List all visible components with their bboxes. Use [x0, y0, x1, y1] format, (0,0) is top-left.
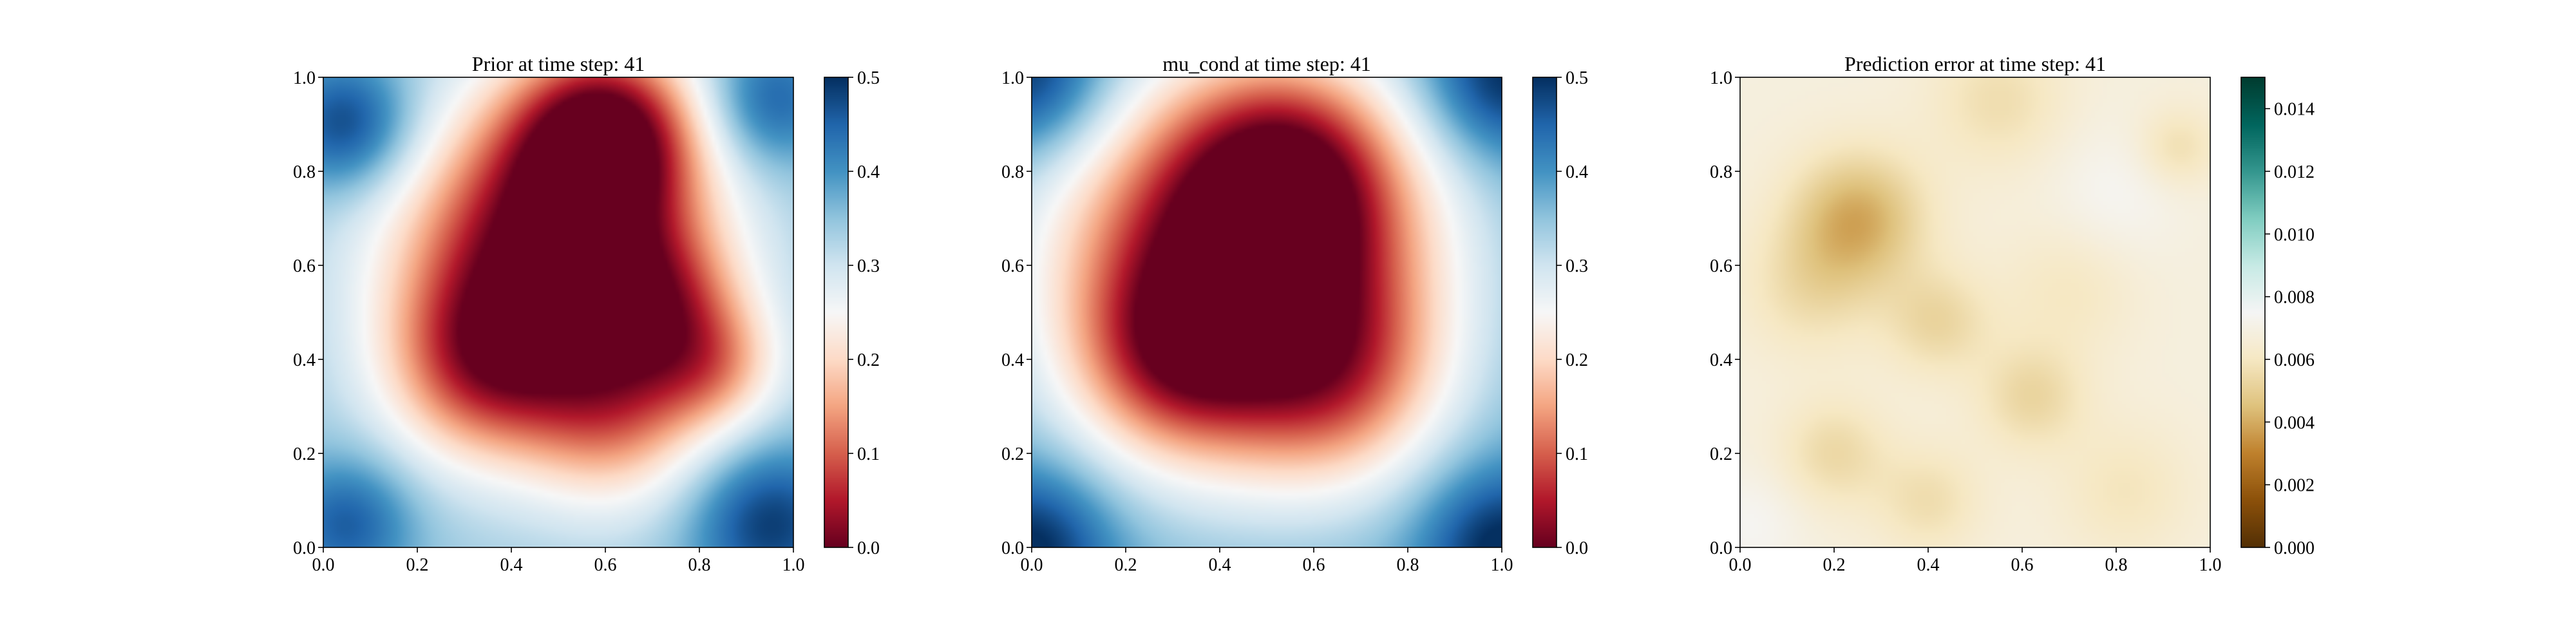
colorbar-tick-label: 0.5 [857, 68, 880, 88]
x-tick-label: 0.0 [1021, 555, 1043, 575]
x-tick-label: 1.0 [782, 555, 805, 575]
y-tick-label: 0.8 [293, 162, 316, 182]
y-tick-label: 0.6 [1710, 256, 1732, 276]
y-tick-label: 0.4 [1710, 350, 1732, 370]
y-tick-label: 0.8 [1710, 162, 1732, 182]
x-tick-label: 0.4 [1917, 555, 1940, 575]
x-tick-label: 0.4 [500, 555, 523, 575]
colorbar-tick-label: 0.0 [857, 538, 880, 558]
panel-prediction-error: Prediction error at time step: 41 0.0 0.2 0… [1710, 52, 2315, 575]
x-tick-label: 0.2 [1115, 555, 1137, 575]
axes-frame [1031, 77, 1502, 548]
x-tick-label: 0.8 [1397, 555, 1419, 575]
heatmap-field [1032, 77, 1502, 547]
colorbar-tick-label: 0.012 [2274, 162, 2315, 182]
chart-title: Prediction error at time step: 41 [1844, 52, 2106, 75]
y-tick-label: 0.2 [1710, 444, 1732, 464]
y-tick-label: 1.0 [1001, 68, 1024, 88]
chart-title: mu_cond at time step: 41 [1162, 52, 1371, 75]
y-tick-label: 1.0 [1710, 68, 1732, 88]
colorbar-frame [2240, 77, 2266, 548]
heatmap-field [1740, 77, 2210, 547]
axes-frame [1739, 77, 2211, 548]
y-tick-label: 0.0 [1001, 538, 1024, 558]
heatmap-field [323, 77, 793, 547]
colorbar-tick-label: 0.010 [2274, 225, 2315, 245]
x-tick-label: 0.6 [1303, 555, 1325, 575]
colorbar-tick-label: 0.2 [1566, 350, 1588, 370]
panel-prior: Prior at time step: 41 0.0 0.2 0.4 0.6 0.8 1.0… [293, 52, 880, 575]
panel-mu-cond: mu_cond at time step: 41 0.0 0.2 0.4 0.6 0.8 1… [1001, 52, 1588, 575]
x-tick-label: 1.0 [2199, 555, 2222, 575]
y-tick-label: 1.0 [293, 68, 316, 88]
y-tick-label: 0.4 [1001, 350, 1024, 370]
x-tick-label: 0.8 [688, 555, 711, 575]
colorbar [1533, 77, 1557, 547]
x-tick-label: 0.4 [1209, 555, 1231, 575]
y-tick-label: 0.0 [293, 538, 316, 558]
y-tick-label: 0.4 [293, 350, 316, 370]
y-tick-label: 0.2 [293, 444, 316, 464]
x-tick-label: 0.0 [1729, 555, 1752, 575]
y-tick-label: 0.8 [1001, 162, 1024, 182]
y-tick-label: 0.2 [1001, 444, 1024, 464]
colorbar-tick-label: 0.008 [2274, 288, 2315, 308]
colorbar-tick-label: 0.006 [2274, 350, 2315, 370]
x-tick-label: 0.2 [406, 555, 429, 575]
x-tick-label: 0.2 [1823, 555, 1846, 575]
x-tick-label: 0.0 [312, 555, 335, 575]
colorbar-tick-label: 0.5 [1566, 68, 1588, 88]
colorbar-tick-label: 0.3 [1566, 256, 1588, 276]
colorbar-tick-label: 0.4 [1566, 162, 1588, 182]
y-tick-label: 0.6 [293, 256, 316, 276]
colorbar-tick-label: 0.004 [2274, 413, 2315, 433]
colorbar [2241, 77, 2265, 547]
colorbar-frame [824, 77, 849, 548]
colorbar-tick-label: 0.0 [1566, 538, 1588, 558]
colorbar-tick-label: 0.4 [857, 162, 880, 182]
colorbar-tick-label: 0.000 [2274, 538, 2315, 558]
colorbar [824, 77, 848, 547]
colorbar-frame [1532, 77, 1557, 548]
colorbar-tick-label: 0.3 [857, 256, 880, 276]
x-tick-label: 1.0 [1491, 555, 1513, 575]
x-tick-label: 0.6 [2011, 555, 2034, 575]
chart-title: Prior at time step: 41 [472, 52, 645, 75]
colorbar-tick-label: 0.2 [857, 350, 880, 370]
colorbar-tick-label: 0.014 [2274, 100, 2315, 120]
colorbar-tick-label: 0.002 [2274, 476, 2315, 496]
x-tick-label: 0.6 [594, 555, 617, 575]
y-tick-label: 0.6 [1001, 256, 1024, 276]
colorbar-tick-label: 0.1 [1566, 444, 1588, 464]
colorbar-tick-label: 0.1 [857, 444, 880, 464]
y-tick-label: 0.0 [1710, 538, 1732, 558]
x-tick-label: 0.8 [2105, 555, 2128, 575]
axes-frame [323, 77, 794, 548]
